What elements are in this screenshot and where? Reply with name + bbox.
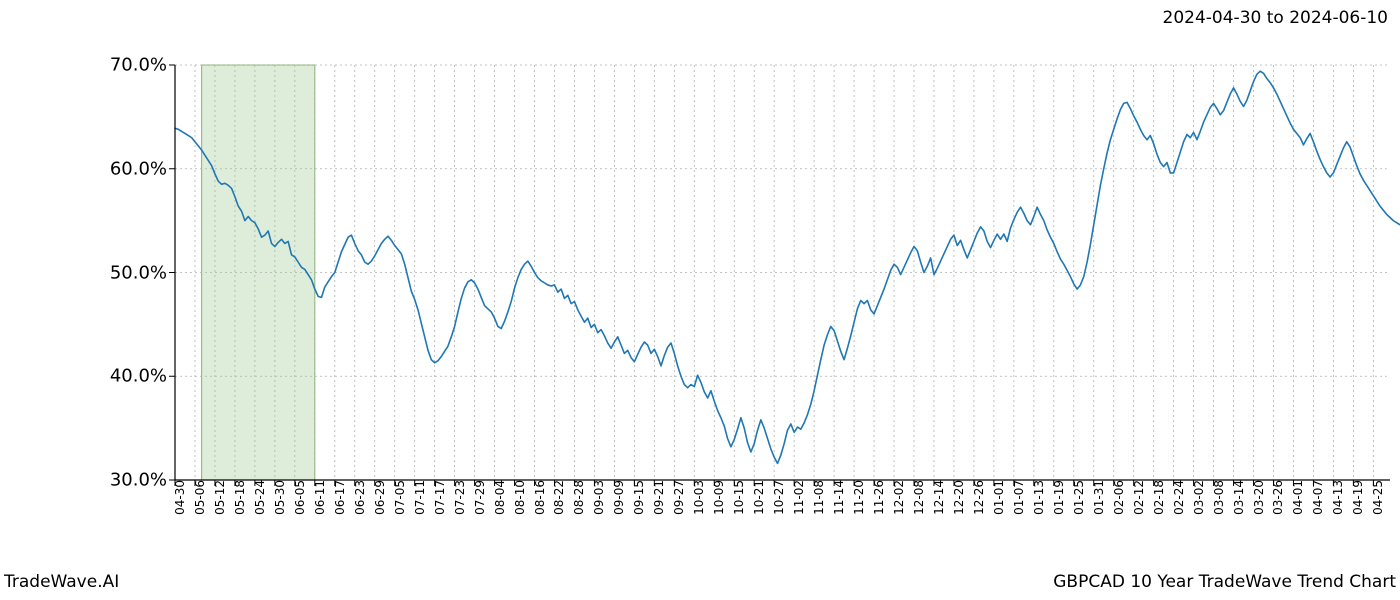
x-axis-tick-label: 03-08	[1206, 480, 1226, 515]
x-axis-tick-label: 10-15	[726, 480, 746, 515]
footer-brand: TradeWave.AI	[4, 572, 119, 592]
x-axis-tick-label: 12-26	[966, 480, 986, 515]
x-axis-tick-label: 02-18	[1146, 480, 1166, 515]
x-axis-tick-label: 06-23	[347, 480, 367, 515]
x-axis-tick-label: 07-23	[447, 480, 467, 515]
y-axis-tick-label: 60.0%	[110, 158, 175, 179]
x-axis-tick-label: 08-28	[566, 480, 586, 515]
x-axis-tick-label: 07-17	[427, 480, 447, 515]
x-axis-tick-label: 04-07	[1305, 480, 1325, 515]
x-axis-tick-label: 05-12	[207, 480, 227, 515]
x-axis-tick-label: 03-26	[1265, 480, 1285, 515]
x-axis-tick-label: 11-08	[806, 480, 826, 515]
line-chart-svg	[175, 65, 1390, 480]
x-axis-tick-label: 01-07	[1006, 480, 1026, 515]
x-axis-tick-label: 11-14	[826, 480, 846, 515]
x-axis-tick-label: 06-17	[327, 480, 347, 515]
x-axis-tick-label: 08-10	[507, 480, 527, 515]
x-axis-tick-label: 11-20	[846, 480, 866, 515]
x-axis-tick-label: 07-29	[467, 480, 487, 515]
x-axis-tick-label: 05-18	[227, 480, 247, 515]
x-axis-tick-label: 05-30	[267, 480, 287, 515]
x-axis-tick-label: 04-13	[1325, 480, 1345, 515]
x-axis-tick-label: 06-29	[367, 480, 387, 515]
x-axis-tick-label: 09-15	[626, 480, 646, 515]
x-axis-tick-label: 04-01	[1285, 480, 1305, 515]
x-axis-tick-label: 04-19	[1345, 480, 1365, 515]
x-axis-tick-label: 04-25	[1365, 480, 1385, 515]
footer-title: GBPCAD 10 Year TradeWave Trend Chart	[1053, 572, 1396, 592]
y-axis-tick-label: 70.0%	[110, 55, 175, 76]
x-axis-tick-label: 01-31	[1086, 480, 1106, 515]
x-axis-tick-label: 08-04	[487, 480, 507, 515]
x-axis-tick-label: 12-14	[926, 480, 946, 515]
x-axis-tick-label: 09-21	[646, 480, 666, 515]
x-axis-tick-label: 01-19	[1046, 480, 1066, 515]
plot-area: 30.0%40.0%50.0%60.0%70.0% 04-3005-0605-1…	[175, 65, 1390, 480]
x-axis-tick-label: 01-01	[986, 480, 1006, 515]
x-axis-tick-label: 10-09	[706, 480, 726, 515]
x-axis-tick-label: 05-24	[247, 480, 267, 515]
x-axis-tick-label: 11-02	[786, 480, 806, 515]
x-axis-tick-label: 06-11	[307, 480, 327, 515]
x-axis-tick-label: 12-20	[946, 480, 966, 515]
x-axis-tick-label: 11-26	[866, 480, 886, 515]
x-axis-tick-label: 12-08	[906, 480, 926, 515]
x-axis-tick-label: 03-14	[1226, 480, 1246, 515]
chart-container: 2024-04-30 to 2024-06-10 30.0%40.0%50.0%…	[0, 0, 1400, 600]
x-axis-tick-label: 06-05	[287, 480, 307, 515]
x-axis-tick-label: 07-05	[387, 480, 407, 515]
x-axis-tick-label: 08-16	[527, 480, 547, 515]
x-axis-tick-label: 05-06	[187, 480, 207, 515]
x-axis-tick-label: 02-06	[1106, 480, 1126, 515]
date-range-label: 2024-04-30 to 2024-06-10	[1163, 8, 1388, 28]
x-axis-tick-label: 12-02	[886, 480, 906, 515]
x-axis-tick-label: 02-12	[1126, 480, 1146, 515]
x-axis-tick-label: 07-11	[407, 480, 427, 515]
x-axis-tick-label: 02-24	[1166, 480, 1186, 515]
x-axis-tick-label: 09-27	[666, 480, 686, 515]
y-axis-tick-label: 40.0%	[110, 366, 175, 387]
x-axis-tick-label: 10-27	[766, 480, 786, 515]
y-axis-tick-label: 50.0%	[110, 262, 175, 283]
x-axis-tick-label: 01-25	[1066, 480, 1086, 515]
x-axis-tick-label: 03-20	[1246, 480, 1266, 515]
x-axis-tick-label: 04-30	[167, 480, 187, 515]
x-axis-tick-label: 10-03	[686, 480, 706, 515]
x-axis-tick-label: 08-22	[546, 480, 566, 515]
y-axis-tick-label: 30.0%	[110, 470, 175, 491]
x-axis-tick-label: 09-09	[606, 480, 626, 515]
x-axis-tick-label: 01-13	[1026, 480, 1046, 515]
x-axis-tick-label: 09-03	[586, 480, 606, 515]
x-axis-tick-label: 03-02	[1186, 480, 1206, 515]
x-axis-tick-label: 10-21	[746, 480, 766, 515]
